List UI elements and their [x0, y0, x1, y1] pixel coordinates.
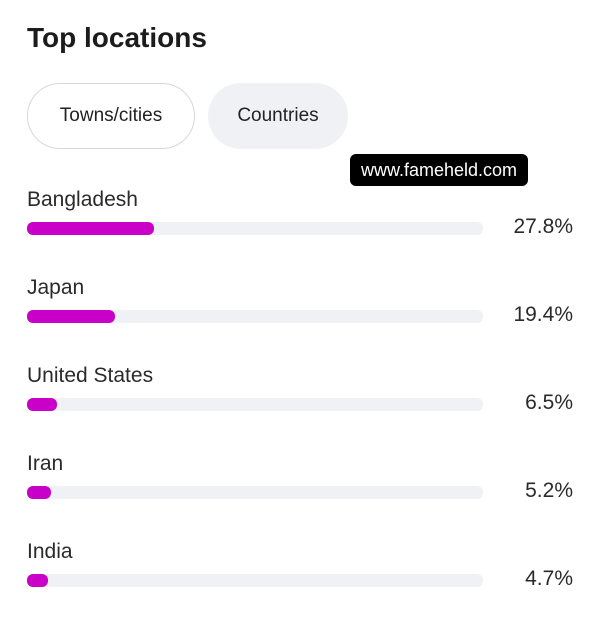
location-name: United States: [27, 364, 154, 387]
location-percent: 6.5%: [525, 391, 573, 414]
watermark: www.fameheld.com: [350, 154, 528, 186]
location-name: Japan: [27, 276, 85, 299]
location-name: India: [27, 540, 73, 563]
progress-fill: [27, 486, 51, 499]
progress-track: [27, 222, 483, 235]
location-percent: 19.4%: [513, 303, 573, 326]
progress-track: [27, 310, 483, 323]
location-percent: 4.7%: [525, 567, 573, 590]
progress-track: [27, 486, 483, 499]
tab-towns-cities[interactable]: Towns/cities: [27, 83, 195, 149]
progress-fill: [27, 310, 116, 323]
location-row: Iran 5.2%: [0, 452, 600, 532]
tab-countries[interactable]: Countries: [208, 83, 348, 149]
location-percent: 27.8%: [513, 215, 573, 238]
progress-fill: [27, 398, 57, 411]
progress-fill: [27, 574, 49, 587]
page-title: Top locations: [27, 22, 207, 53]
progress-fill: [27, 222, 154, 235]
progress-track: [27, 398, 483, 411]
progress-track: [27, 574, 483, 587]
location-row: India 4.7%: [0, 540, 600, 620]
location-name: Bangladesh: [27, 188, 138, 211]
location-percent: 5.2%: [525, 479, 573, 502]
location-row: Bangladesh 27.8%: [0, 188, 600, 268]
location-name: Iran: [27, 452, 64, 475]
location-row: United States 6.5%: [0, 364, 600, 444]
location-row: Japan 19.4%: [0, 276, 600, 356]
